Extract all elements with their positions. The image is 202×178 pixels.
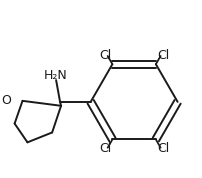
Text: O: O bbox=[1, 94, 11, 107]
Text: Cl: Cl bbox=[157, 49, 169, 62]
Text: Cl: Cl bbox=[157, 142, 169, 155]
Text: Cl: Cl bbox=[99, 49, 111, 62]
Text: H₂N: H₂N bbox=[44, 69, 68, 82]
Text: Cl: Cl bbox=[99, 142, 111, 155]
